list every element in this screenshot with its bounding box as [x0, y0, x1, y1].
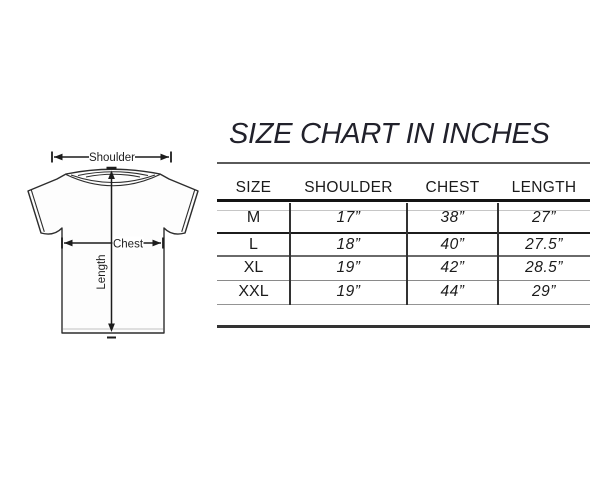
table-cell-value: 19”	[336, 283, 361, 300]
col-header-length: LENGTH	[511, 179, 577, 196]
page-title: SIZE CHART IN INCHES	[229, 118, 550, 150]
table-cell-value: 29”	[532, 283, 556, 300]
length-label: Length	[96, 254, 108, 289]
tshirt-outline	[27, 168, 199, 334]
table-row-size: L	[249, 236, 258, 253]
table-cell-value: 40”	[440, 236, 465, 253]
right-cuff-seam	[181, 189, 196, 232]
header-faint-divider	[217, 210, 590, 211]
tshirt-diagram: Shoulder Chest Length	[27, 150, 199, 339]
table-row-size: XXL	[238, 283, 269, 300]
column-divider-1	[289, 203, 291, 305]
length-measure-arrow: Length	[96, 166, 117, 339]
table-cell-value: 28.5”	[525, 259, 563, 276]
table-cell-value: 44”	[440, 283, 465, 300]
row-divider-l	[217, 255, 590, 257]
chest-label: Chest	[113, 238, 144, 250]
col-header-chest: CHEST	[425, 179, 480, 196]
table-top-border	[217, 162, 590, 164]
arrowhead-up-icon	[108, 170, 115, 179]
column-divider-3	[497, 203, 499, 305]
row-divider-m	[217, 232, 590, 234]
table-bottom-border	[217, 325, 590, 328]
arrowhead-down-icon	[108, 323, 115, 332]
table-cell-value: 42”	[440, 259, 465, 276]
table-cell-value: 27”	[532, 209, 556, 226]
arrowhead-left-icon	[54, 153, 63, 161]
row-divider-xl	[217, 280, 590, 281]
shoulder-label: Shoulder	[89, 152, 135, 164]
shoulder-measure-arrow: Shoulder	[51, 150, 172, 164]
column-divider-2	[406, 203, 408, 305]
header-underline	[217, 199, 590, 202]
col-header-size: SIZE	[235, 179, 272, 196]
col-header-shoulder: SHOULDER	[304, 179, 393, 196]
table-cell-value: 19”	[336, 259, 361, 276]
table-cell-value: 38”	[440, 209, 465, 226]
table-cell-value: 27.5”	[525, 236, 563, 253]
table-row-size: M	[246, 209, 261, 226]
arrowhead-right-icon	[160, 153, 169, 161]
chest-measure-arrow: Chest	[61, 236, 164, 250]
row-divider-xxl	[217, 304, 590, 305]
arrowhead-left-icon	[64, 239, 73, 247]
arrowhead-right-icon	[152, 239, 161, 247]
table-row-size: XL	[243, 259, 264, 276]
left-cuff-seam	[30, 189, 45, 232]
table-cell-value: 18”	[336, 236, 361, 253]
table-cell-value: 17”	[336, 209, 361, 226]
